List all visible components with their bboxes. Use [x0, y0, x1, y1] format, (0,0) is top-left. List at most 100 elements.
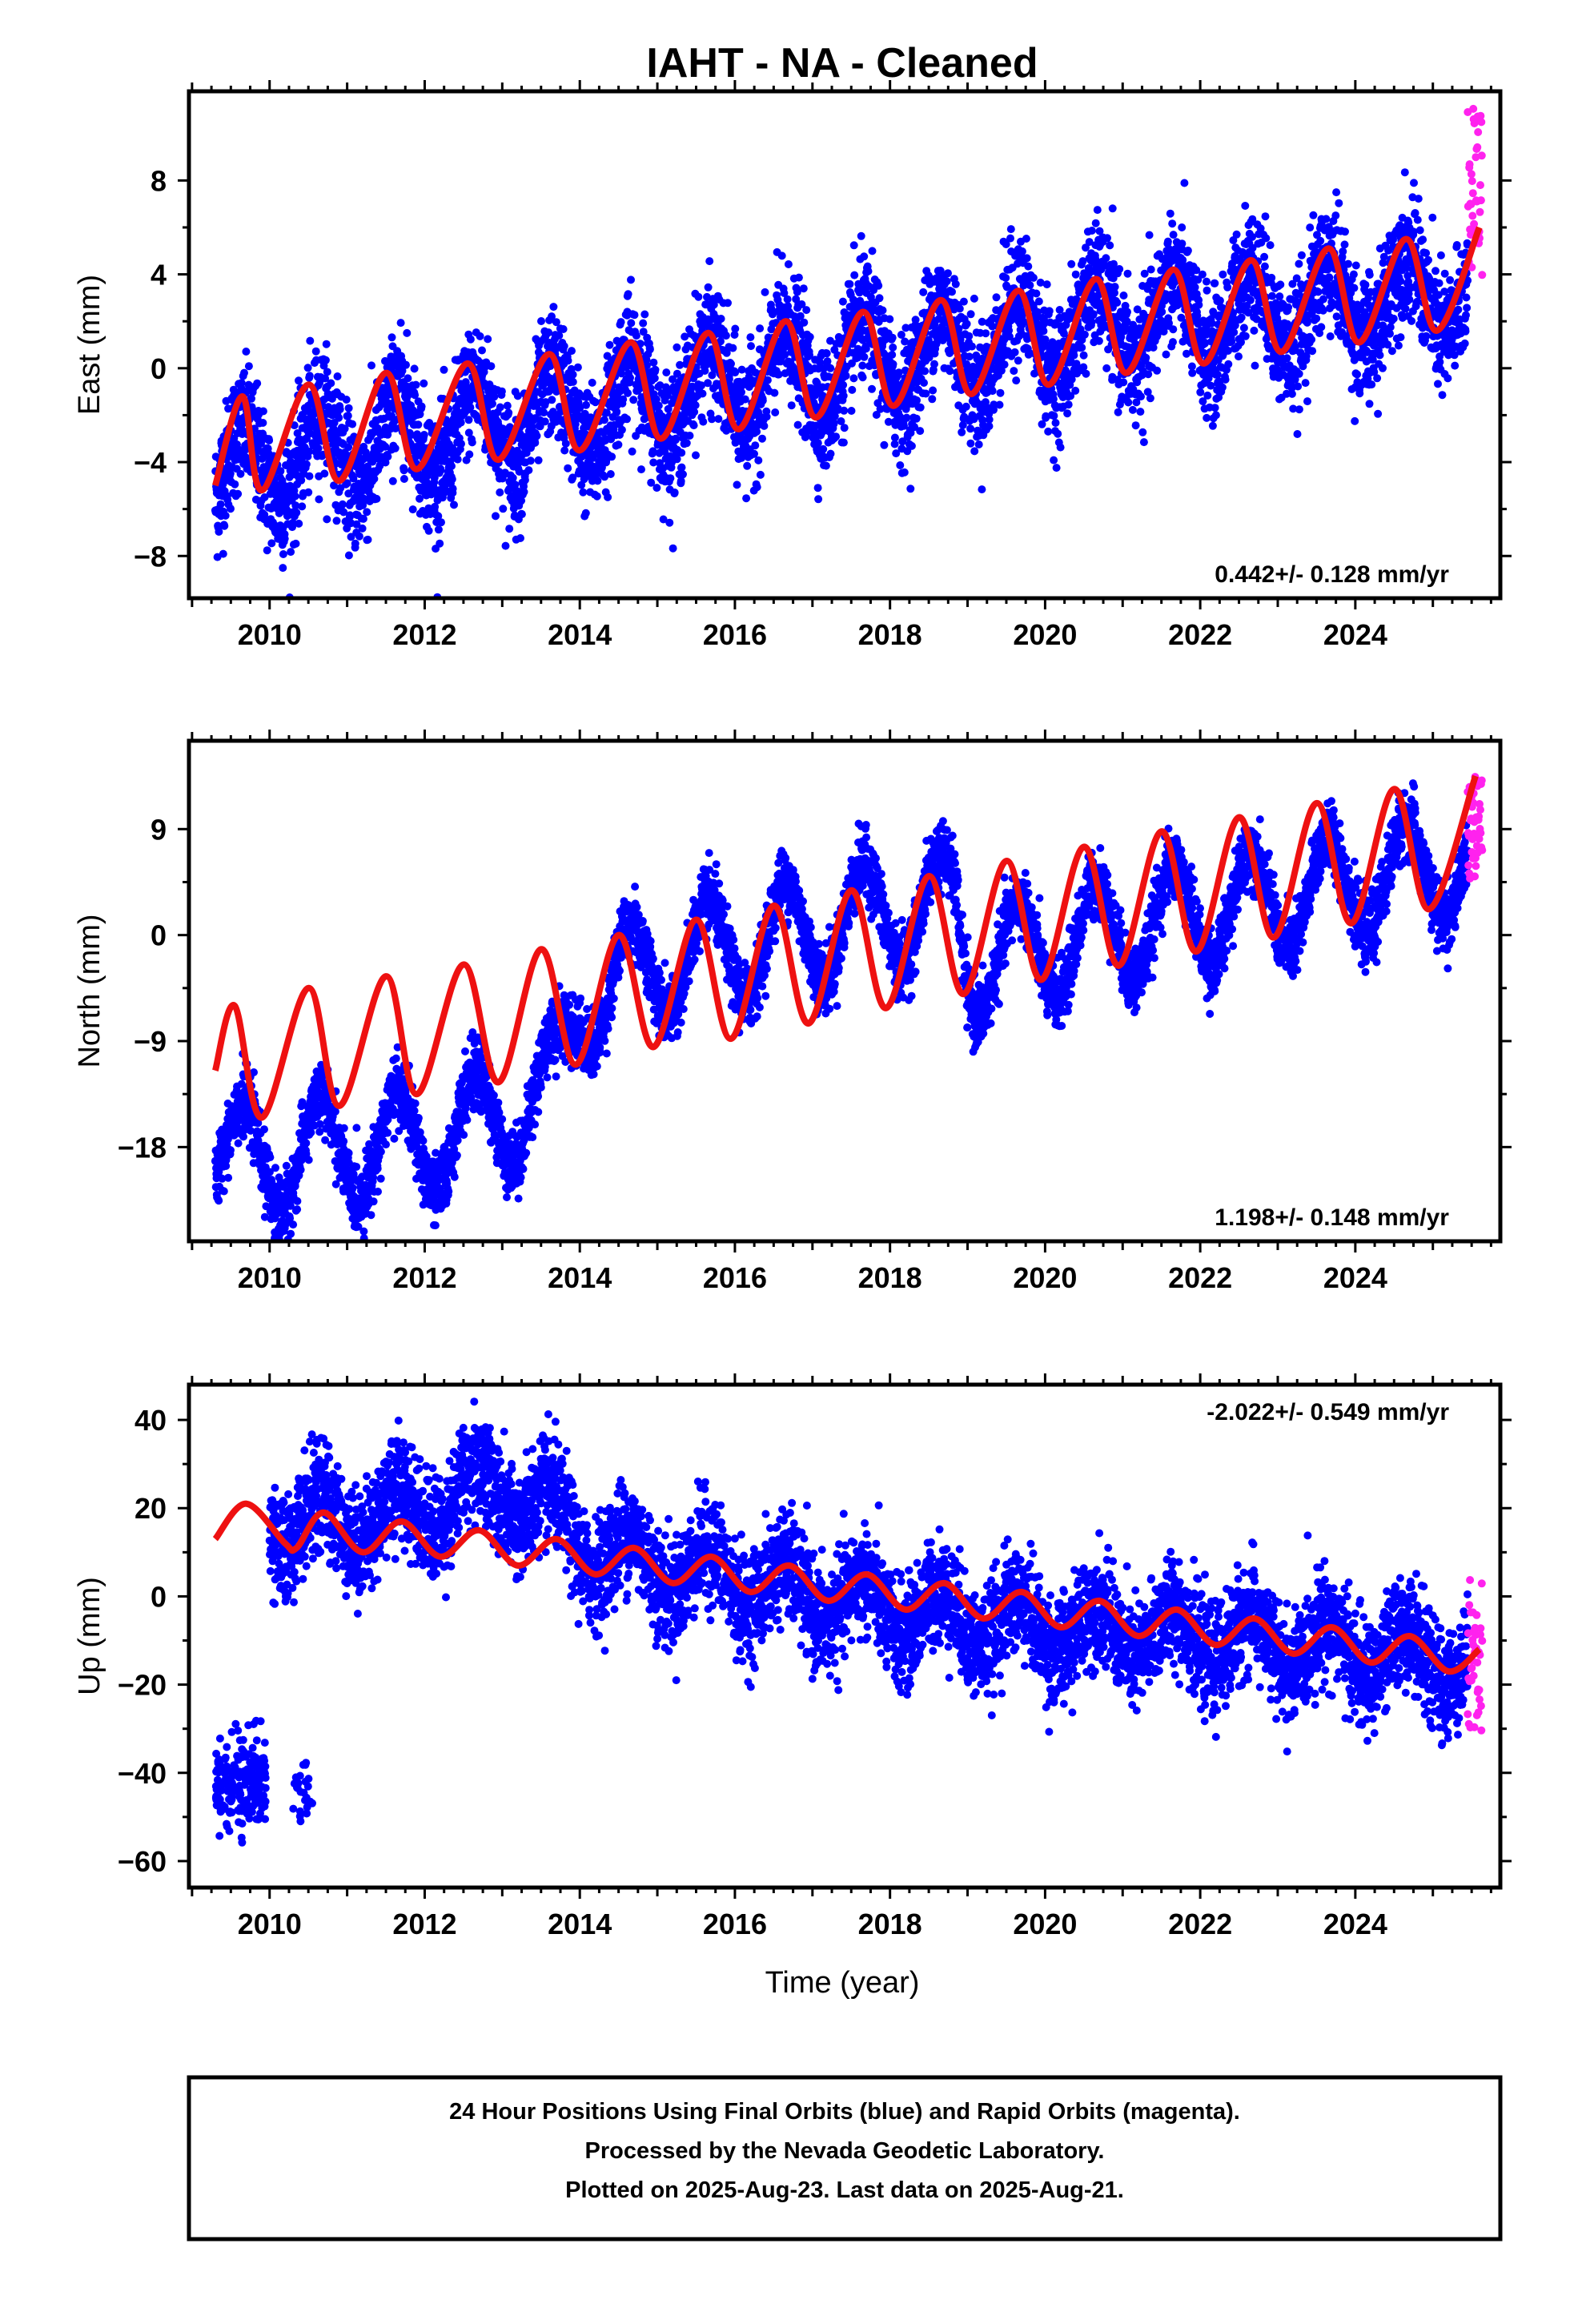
data-point — [1169, 325, 1178, 334]
data-point — [293, 429, 302, 437]
data-point — [1106, 241, 1114, 250]
data-point — [1237, 313, 1246, 322]
data-point — [1102, 254, 1110, 263]
data-point — [344, 443, 353, 452]
data-point — [714, 415, 723, 424]
data-point — [845, 279, 854, 288]
data-point — [826, 364, 835, 372]
data-point — [1042, 280, 1051, 289]
data-point — [944, 269, 952, 278]
data-point — [1191, 283, 1199, 292]
data-point — [259, 419, 267, 427]
data-point — [291, 539, 300, 548]
data-point — [821, 461, 830, 470]
data-point — [787, 401, 796, 410]
data-point — [826, 449, 835, 458]
data-point — [756, 324, 765, 333]
data-point — [858, 373, 867, 382]
data-point — [1110, 283, 1119, 292]
data-point — [540, 417, 549, 426]
data-point — [1153, 366, 1162, 375]
data-point — [520, 488, 528, 497]
data-point — [1145, 231, 1154, 239]
data-point — [628, 447, 636, 456]
data-point — [694, 292, 703, 301]
data-point — [342, 396, 351, 404]
data-point — [758, 434, 766, 443]
data-point — [840, 424, 849, 432]
data-point — [962, 320, 971, 328]
data-point — [1063, 409, 1072, 418]
data-point — [763, 376, 772, 384]
data-point — [568, 347, 576, 356]
data-point — [1180, 179, 1189, 187]
data-point — [948, 287, 956, 296]
data-point — [279, 550, 287, 558]
data-point — [234, 489, 243, 498]
data-point — [1052, 464, 1061, 472]
data-point — [1050, 456, 1058, 464]
data-point — [408, 505, 417, 514]
data-point — [305, 472, 314, 480]
data-point — [794, 273, 803, 282]
data-point — [1166, 209, 1174, 218]
data-point — [588, 378, 596, 387]
data-point — [839, 438, 848, 447]
data-point — [291, 501, 300, 510]
data-point — [1002, 274, 1010, 282]
data-point — [864, 267, 873, 275]
data-point — [344, 404, 353, 412]
data-point — [351, 539, 359, 548]
data-point — [1050, 412, 1058, 420]
data-point — [841, 372, 850, 380]
data-point — [813, 439, 822, 448]
data-point — [770, 388, 779, 397]
data-point — [888, 351, 897, 359]
data-point — [1203, 286, 1211, 295]
data-point — [434, 525, 443, 534]
data-point — [383, 452, 392, 461]
data-point — [1139, 438, 1148, 447]
data-point — [508, 473, 517, 482]
data-point — [985, 415, 994, 424]
data-point — [604, 493, 612, 501]
data-point — [1026, 281, 1034, 290]
data-point — [478, 346, 486, 355]
data-point — [420, 379, 428, 388]
data-point — [890, 433, 899, 442]
data-point — [263, 546, 271, 555]
data-point — [496, 488, 504, 497]
data-point — [839, 392, 848, 400]
data-point — [1251, 361, 1259, 370]
data-point — [731, 324, 740, 333]
data-point — [412, 380, 420, 389]
data-point — [1115, 265, 1124, 273]
data-point — [221, 511, 230, 520]
data-point — [355, 532, 363, 541]
data-point — [1032, 289, 1041, 298]
data-point — [832, 432, 841, 441]
data-point — [1079, 351, 1088, 360]
data-point — [327, 379, 335, 388]
data-point — [457, 440, 465, 448]
data-point — [402, 360, 410, 369]
data-point — [793, 420, 802, 429]
data-point — [605, 340, 614, 349]
data-point — [437, 518, 445, 527]
data-point — [868, 384, 876, 393]
data-point — [410, 364, 419, 373]
data-point — [1239, 324, 1248, 332]
data-point — [729, 344, 737, 352]
data-point — [280, 534, 289, 543]
figure-title: IAHT - NA - Cleaned — [646, 40, 1038, 86]
data-point — [534, 456, 543, 464]
data-point — [679, 470, 687, 479]
data-point — [526, 456, 535, 465]
data-point — [1119, 378, 1128, 387]
data-point — [417, 402, 426, 411]
data-point — [1188, 368, 1197, 377]
data-point — [305, 372, 314, 380]
data-point — [754, 456, 763, 464]
data-point — [338, 500, 347, 509]
